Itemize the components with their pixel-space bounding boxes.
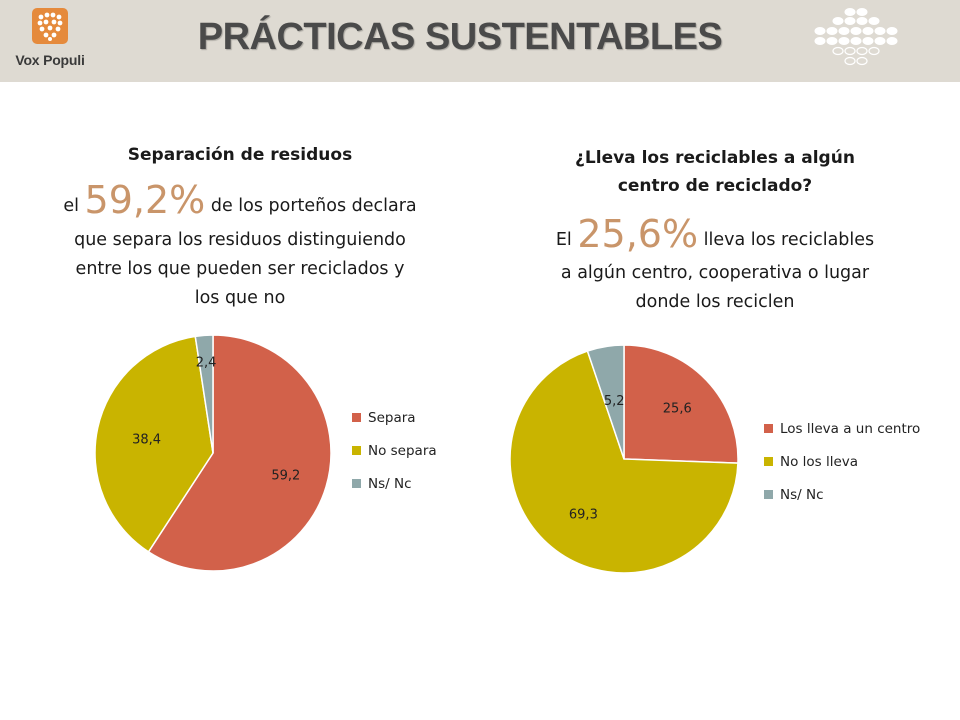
pie-slice-1-2 [586,344,625,460]
legend-swatch [764,490,773,499]
pie-chart-separacion: 59,2 38,4 2,4 Separa No separa Ns/ Nc [94,334,437,572]
right-text-line: donde los reciclen [635,292,795,312]
legend-label: No separa [368,443,437,459]
pie-slice-value-label: 38,4 [132,433,161,448]
right-text-rest: lleva los reciclables [703,230,875,250]
legend-label: Ns/ Nc [368,476,412,492]
pie-slice-1-0 [623,344,739,464]
right-heading-line: centro de reciclado? [617,176,813,196]
legend-label: Ns/ Nc [780,487,824,503]
left-text-line: entre los que pueden ser reciclados y [75,259,405,279]
pie-slice-value-label: 69,3 [569,508,598,523]
left-lead-line: el 59,2% de los porteños declara [30,180,450,221]
brand-name: Vox Populi [15,52,85,68]
pie-slice-value-label: 25,6 [663,402,692,417]
right-lead-line: El 25,6% lleva los reciclables [495,214,935,255]
header-band: Vox Populi PRÁCTICAS SUSTENTABLES [0,0,960,82]
pie-slice-1-1 [509,350,739,574]
left-text-rest: de los porteños declara [210,196,417,216]
legend-label: Los lleva a un centro [780,421,920,437]
legend-swatch [352,413,361,422]
right-text-line: a algún centro, cooperativa o lugar [560,263,870,283]
left-text-line: los que no [194,288,286,308]
brand-logo: Vox Populi [10,8,90,74]
pie-slice-0-2 [194,334,214,454]
left-text-line: que separa los residuos distinguiendo [74,230,406,250]
legend-swatch [352,446,361,455]
pie-slice-0-0 [147,334,332,572]
right-highlight: 25,6% [577,212,699,256]
dot-pattern-icon [814,8,898,66]
pie-chart-centro-reciclado: 25,6 69,3 5,2 Los lleva a un centro No los l… [509,344,920,574]
right-heading-line: ¿Lleva los reciclables a algún [575,148,855,168]
left-heading: Separación de residuos [127,145,353,165]
left-highlight: 59,2% [84,178,206,222]
page-title: PRÁCTICAS SUSTENTABLES [197,16,723,58]
legend-swatch [764,424,773,433]
legend-swatch [764,457,773,466]
legend-label: Separa [368,410,416,426]
pie-slice-0-1 [94,335,214,553]
left-prefix: el [63,196,79,216]
pie-slice-value-label: 2,4 [196,355,217,370]
pie-slice-value-label: 5,2 [604,394,625,409]
legend-label: No los lleva [780,454,858,470]
pie-slice-value-label: 59,2 [271,469,300,484]
vox-populi-logo-icon [32,8,68,44]
legend-swatch [352,479,361,488]
right-prefix: El [555,230,572,250]
